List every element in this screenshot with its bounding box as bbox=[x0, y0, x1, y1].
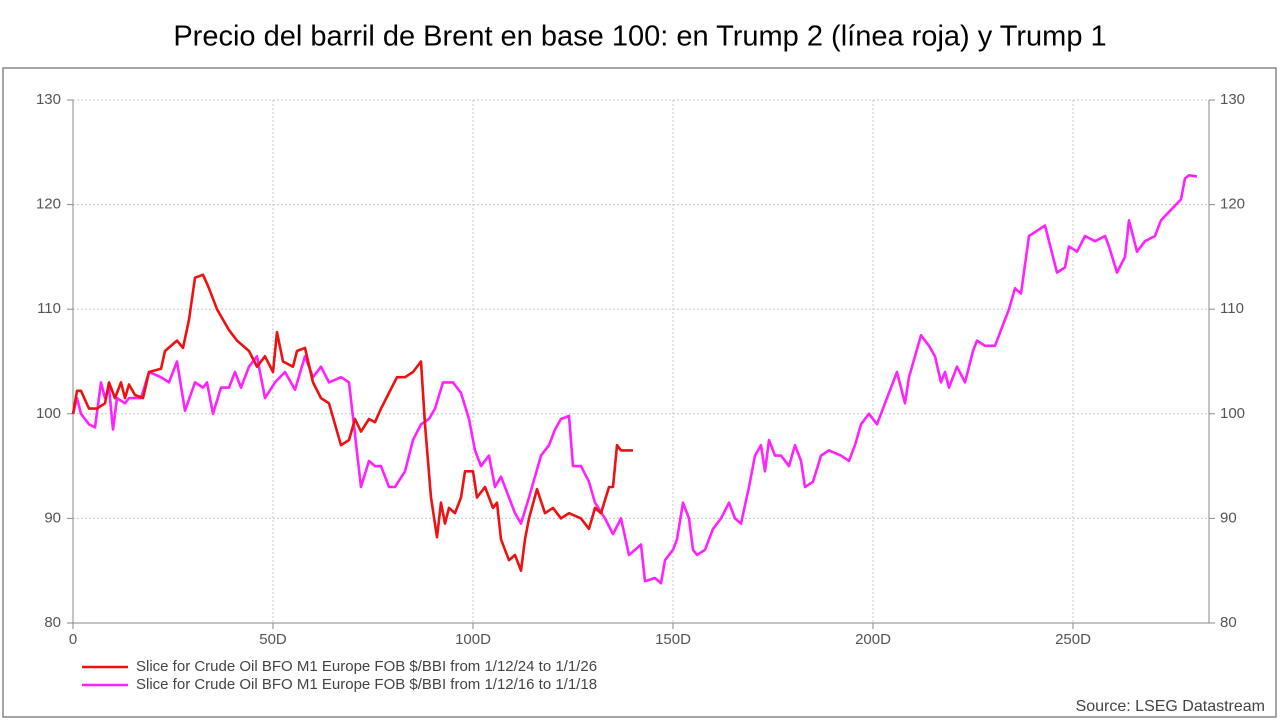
x-tick-label: 250D bbox=[1055, 631, 1091, 648]
y2-tick-label: 100 bbox=[1220, 405, 1245, 422]
y-tick-label: 130 bbox=[36, 91, 61, 108]
x-tick-label: 200D bbox=[855, 631, 891, 648]
y-tick-label: 100 bbox=[36, 405, 61, 422]
x-tick-label: 150D bbox=[655, 631, 691, 648]
y-tick-label: 90 bbox=[44, 509, 61, 526]
y2-tick-label: 120 bbox=[1220, 196, 1245, 213]
legend-label: Slice for Crude Oil BFO M1 Europe FOB $/… bbox=[136, 676, 597, 693]
x-tick-label: 100D bbox=[455, 631, 491, 648]
y2-tick-label: 130 bbox=[1220, 91, 1245, 108]
y2-tick-label: 90 bbox=[1220, 509, 1237, 526]
y-tick-label: 120 bbox=[36, 196, 61, 213]
series-line bbox=[71, 174, 1198, 585]
series-line bbox=[71, 273, 633, 572]
y-tick-label: 110 bbox=[37, 300, 61, 317]
legend-label: Slice for Crude Oil BFO M1 Europe FOB $/… bbox=[136, 658, 597, 675]
chart-frame bbox=[2, 67, 1277, 718]
source: Source: LSEG Datastream bbox=[1076, 698, 1265, 715]
x-tick-label: 50D bbox=[259, 631, 287, 648]
chart-title: Precio del barril de Brent en base 100: … bbox=[173, 21, 1106, 53]
x-tick-label: 0 bbox=[69, 631, 77, 648]
y2-tick-label: 80 bbox=[1220, 614, 1237, 631]
y-tick-label: 80 bbox=[44, 614, 61, 631]
y2-tick-label: 110 bbox=[1220, 300, 1244, 317]
